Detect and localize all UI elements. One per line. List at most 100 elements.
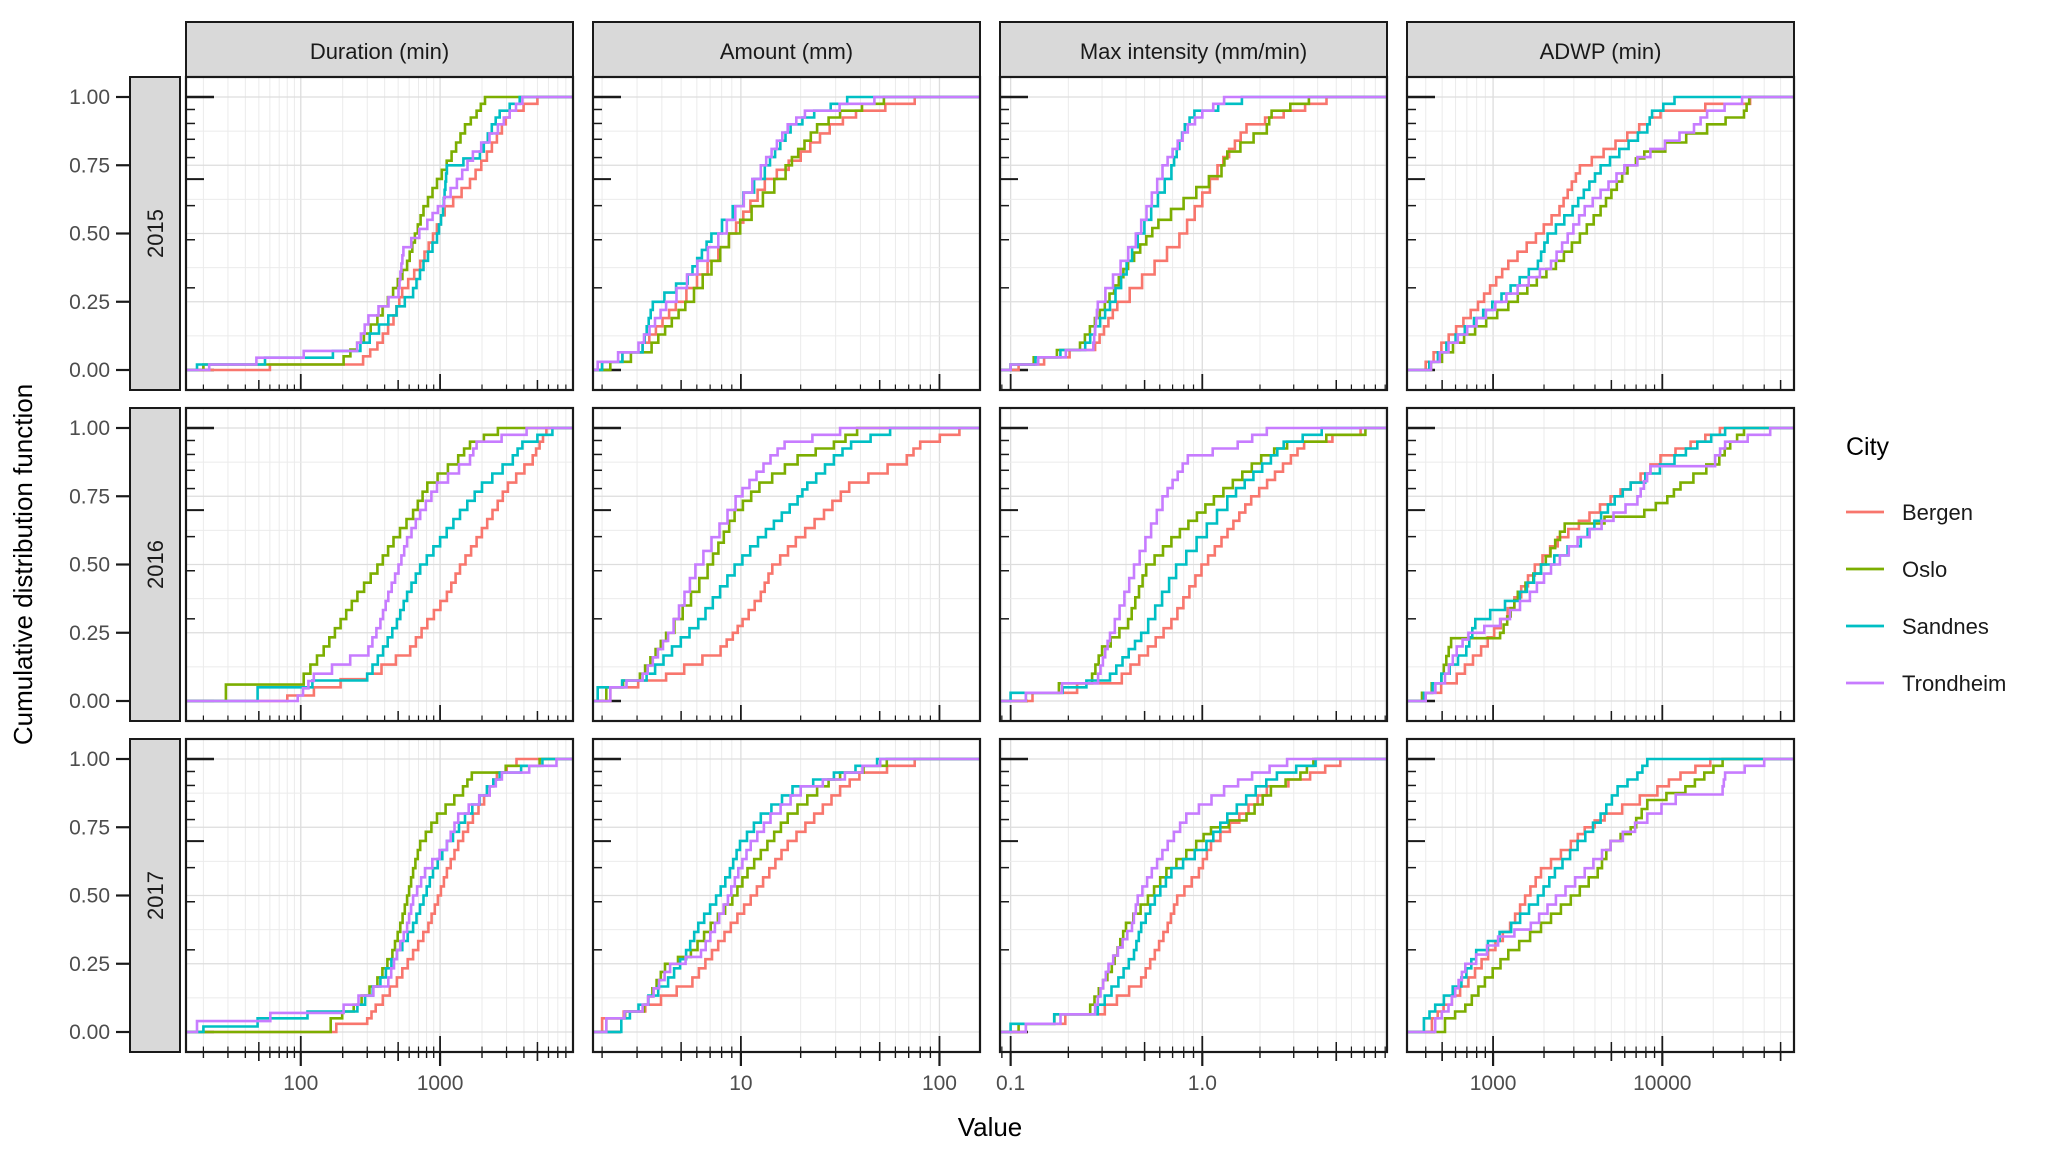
panel-2017-amount <box>591 737 982 1054</box>
panel-border <box>1405 406 1796 723</box>
ecdf-curve-trondheim <box>1001 95 1386 372</box>
row-strip-2015: 2015 <box>129 76 181 391</box>
row-strip-2016: 2016 <box>129 407 181 722</box>
curves <box>594 757 979 1034</box>
x-tick-label: 1.0 <box>1188 1072 1217 1095</box>
col-strip-maxint: Max intensity (mm/min) <box>999 21 1388 78</box>
legend-item-label: Bergen <box>1902 500 1973 525</box>
panel-border <box>184 406 575 723</box>
row-strip-box <box>129 76 181 391</box>
ecdf-curve-oslo <box>594 95 979 372</box>
ecdf-curve-sandnes <box>1001 757 1386 1034</box>
col-strip-duration: Duration (min) <box>185 21 574 78</box>
curves <box>1408 757 1793 1034</box>
panel-border <box>1405 737 1796 1054</box>
ecdf-curve-trondheim <box>1001 426 1386 703</box>
legend-item-bergen: Bergen <box>1846 500 1973 525</box>
ecdf-curve-oslo <box>594 426 979 703</box>
curves <box>594 426 979 703</box>
row-strip-label: 2015 <box>143 209 168 258</box>
ecdf-curve-trondheim <box>187 95 572 372</box>
col-strip-box <box>999 21 1388 78</box>
ecdf-curve-oslo <box>1408 757 1793 1034</box>
ecdf-curve-bergen <box>1001 426 1386 703</box>
x-tick-label: 10000 <box>1633 1072 1691 1095</box>
ecdf-curve-trondheim <box>1001 757 1386 1034</box>
ecdf-curve-trondheim <box>594 757 979 1034</box>
x-tick-label: 100 <box>922 1072 957 1095</box>
y-tick-label: 0.50 <box>69 554 110 577</box>
ecdf-curve-trondheim <box>1408 95 1793 372</box>
x-tick-label: 0.1 <box>996 1072 1025 1095</box>
ecdf-curve-trondheim <box>1408 426 1793 703</box>
curves <box>1001 426 1386 703</box>
x-axis-duration: 100 1000 <box>202 1052 567 1095</box>
ecdf-curve-sandnes <box>1408 95 1793 372</box>
y-axis-ticks-row-2016: 1.00 0.75 0.50 0.25 0.00 <box>69 417 130 713</box>
ecdf-curve-sandnes <box>594 757 979 1034</box>
legend-item-trondheim: Trondheim <box>1846 671 2006 696</box>
y-tick-label: 1.00 <box>69 748 110 771</box>
curves <box>187 757 572 1034</box>
legend: City Bergen Oslo Sandnes Trondheim <box>1846 433 2006 696</box>
col-strip-box <box>185 21 574 78</box>
y-tick-label: 0.75 <box>69 154 110 177</box>
row-strip-box <box>129 738 181 1053</box>
ecdf-curve-bergen <box>1001 95 1386 372</box>
legend-item-sandnes: Sandnes <box>1846 614 1989 639</box>
ecdf-curve-sandnes <box>187 426 572 703</box>
col-strip-box <box>592 21 981 78</box>
ecdf-curve-trondheim <box>1408 757 1793 1034</box>
y-tick-label: 0.00 <box>69 690 110 713</box>
panel-border <box>591 75 982 392</box>
panel-2015-adwp <box>1405 75 1796 392</box>
curves <box>187 95 572 372</box>
legend-item-label: Sandnes <box>1902 614 1989 639</box>
panel-2017-adwp <box>1405 737 1796 1054</box>
ecdf-curve-trondheim <box>187 426 572 703</box>
col-strip-label: Amount (mm) <box>720 39 853 64</box>
ecdf-curve-sandnes <box>1001 426 1386 703</box>
y-tick-label: 0.25 <box>69 953 110 976</box>
ecdf-curve-bergen <box>187 426 572 703</box>
row-strip-label: 2017 <box>143 871 168 920</box>
ecdf-curve-bergen <box>1408 757 1793 1034</box>
ecdf-curve-oslo <box>1001 426 1386 703</box>
facet-grid: Duration (min) Amount (mm) Max intensity (… <box>8 21 2006 1142</box>
row-strip-2017: 2017 <box>129 738 181 1053</box>
ecdf-curve-sandnes <box>1408 757 1793 1034</box>
x-axis-maxint: 0.1 1.0 <box>996 1052 1386 1095</box>
x-tick-label: 1000 <box>1470 1072 1517 1095</box>
x-axis-adwp: 1000 10000 <box>1425 1052 1782 1095</box>
y-tick-label: 0.00 <box>69 1021 110 1044</box>
legend-item-label: Oslo <box>1902 557 1947 582</box>
y-tick-label: 1.00 <box>69 86 110 109</box>
col-strip-label: ADWP (min) <box>1540 39 1662 64</box>
y-tick-label: 0.75 <box>69 485 110 508</box>
panel-border <box>998 75 1389 392</box>
y-tick-label: 0.00 <box>69 359 110 382</box>
curves <box>1408 95 1793 372</box>
panel-border <box>1405 75 1796 392</box>
ecdf-curve-trondheim <box>594 95 979 372</box>
panel-2016-adwp <box>1405 406 1796 723</box>
col-strip-adwp: ADWP (min) <box>1406 21 1795 78</box>
panel-2015-amount <box>591 75 982 392</box>
ecdf-curve-sandnes <box>594 426 979 703</box>
panel-2016-maxint <box>998 406 1389 723</box>
x-tick-label: 1000 <box>417 1072 464 1095</box>
panel-2015-duration <box>184 75 575 392</box>
x-axis-title: Value <box>958 1112 1023 1142</box>
y-tick-label: 0.75 <box>69 816 110 839</box>
ecdf-curve-bergen <box>594 426 979 703</box>
ecdf-curve-trondheim <box>187 757 572 1034</box>
panel-2016-duration <box>184 406 575 723</box>
panel-border <box>184 75 575 392</box>
y-axis-ticks-row-2015: 1.00 0.75 0.50 0.25 0.00 <box>69 86 130 382</box>
y-tick-label: 0.50 <box>69 885 110 908</box>
panel-border <box>591 406 982 723</box>
ecdf-curve-oslo <box>187 426 572 703</box>
legend-item-label: Trondheim <box>1902 671 2006 696</box>
